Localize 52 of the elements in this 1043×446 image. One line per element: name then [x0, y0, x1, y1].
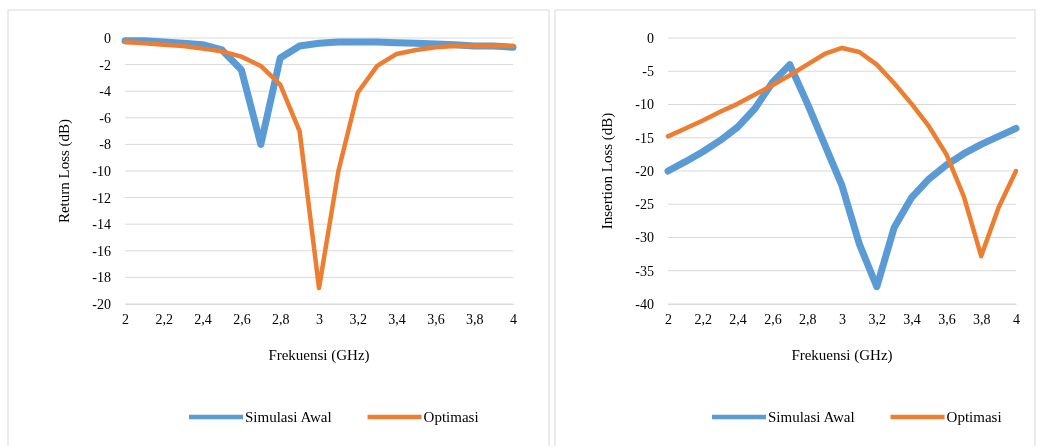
- x-axis-title: Frekuensi (GHz): [268, 347, 370, 364]
- y-tick-label: -12: [92, 190, 111, 206]
- y-tick-label: -18: [92, 270, 111, 286]
- y-tick-label: -5: [642, 64, 654, 80]
- y-tick-label: -10: [92, 163, 111, 179]
- x-tick-label: 2,6: [233, 311, 251, 327]
- y-tick-label: -35: [635, 263, 654, 279]
- x-tick-label: 2: [122, 311, 129, 327]
- legend-label: Optimasi: [423, 409, 479, 425]
- x-tick-label: 2,6: [764, 311, 782, 327]
- y-tick-label: -15: [635, 130, 654, 146]
- x-tick-label: 2,4: [194, 311, 212, 327]
- y-axis-title: Insertion Loss (dB): [599, 112, 616, 230]
- x-tick-label: 3,2: [868, 311, 887, 327]
- x-tick-label: 4: [510, 311, 517, 327]
- x-tick-label: 3,4: [903, 311, 921, 327]
- legend-label: Optimasi: [946, 409, 1002, 425]
- x-tick-label: 4: [1013, 311, 1020, 327]
- y-tick-label: -20: [635, 163, 654, 179]
- x-tick-label: 2,2: [694, 311, 713, 327]
- x-axis-title: Frekuensi (GHz): [791, 347, 893, 364]
- y-tick-label: 0: [647, 30, 654, 46]
- x-tick-label: 3: [316, 311, 323, 327]
- y-tick-label: -16: [92, 243, 111, 259]
- y-tick-label: -8: [99, 137, 111, 153]
- x-tick-label: 2: [665, 311, 672, 327]
- x-tick-label: 3,2: [349, 311, 368, 327]
- x-tick-label: 3,6: [938, 311, 956, 327]
- y-tick-label: -4: [99, 84, 111, 100]
- y-tick-label: -30: [635, 230, 654, 246]
- y-tick-label: -2: [99, 57, 111, 73]
- x-tick-label: 2,8: [798, 311, 817, 327]
- x-tick-label: 2,2: [155, 311, 174, 327]
- y-tick-label: 0: [104, 30, 111, 46]
- line-series: [665, 45, 1019, 259]
- x-tick-label: 2,4: [729, 311, 747, 327]
- line-series: [122, 39, 516, 291]
- legend-label: Simulasi Awal: [245, 409, 332, 425]
- x-tick-label: 3,4: [388, 311, 406, 327]
- x-tick-label: 3: [839, 311, 846, 327]
- x-tick-label: 3,6: [427, 311, 445, 327]
- y-tick-label: -10: [635, 97, 654, 113]
- x-tick-label: 2,8: [271, 311, 290, 327]
- y-axis-title: Return Loss (dB): [56, 118, 73, 224]
- y-tick-label: -6: [99, 110, 111, 126]
- y-tick-label: -20: [92, 296, 111, 312]
- y-tick-label: -40: [635, 296, 654, 312]
- x-tick-label: 3,8: [972, 311, 991, 327]
- x-tick-label: 3,8: [465, 311, 484, 327]
- y-tick-label: -25: [635, 197, 654, 213]
- legend-label: Simulasi Awal: [768, 409, 855, 425]
- y-tick-label: -14: [92, 217, 111, 233]
